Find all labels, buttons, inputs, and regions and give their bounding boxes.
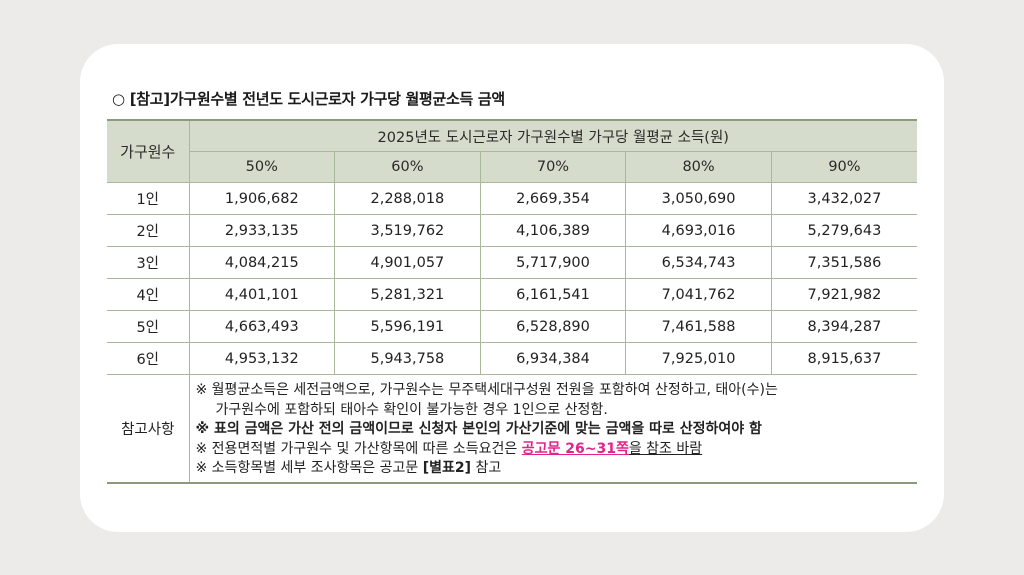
table-cell: 5,281,321 (334, 278, 481, 311)
note3-prefix: ※ 전용면적별 가구원수 및 가산항목에 따른 소득요건은 (195, 440, 522, 457)
table-cell: 2,288,018 (334, 182, 481, 215)
row-label: 3인 (107, 246, 190, 279)
column-header: 80% (625, 151, 772, 183)
page-title: ○ [참고]가구원수별 전년도 도시근로자 가구당 월평균소득 금액 (112, 90, 505, 108)
note-income-definition-cont: 가구원수에 포함하되 태아수 확인이 불가능한 경우 1인으로 산정함. (215, 401, 608, 418)
table-cell: 4,401,101 (188, 278, 336, 311)
table-row: 1인 1,906,682 2,288,018 2,669,354 3,050,6… (107, 182, 917, 215)
notes-label: 참고사항 (107, 374, 190, 483)
table-cell: 5,279,643 (770, 214, 917, 247)
appendix-ref: [별표2] (422, 460, 471, 476)
note-income-definition: ※ 월평균소득은 세전금액으로, 가구원수는 무주택세대구성원 전원을 포함하여… (195, 382, 778, 398)
table-cell: 7,921,982 (770, 278, 917, 311)
table-cell: 3,050,690 (625, 182, 772, 215)
table-row: 2인 2,933,135 3,519,762 4,106,389 4,693,0… (107, 214, 917, 247)
table-cell: 4,663,493 (188, 310, 336, 343)
table-row: 6인 4,953,132 5,943,758 6,934,384 7,925,0… (107, 342, 917, 375)
table-cell: 4,084,215 (188, 246, 336, 279)
table-cell: 8,915,637 (770, 342, 917, 375)
table-cell: 2,933,135 (188, 214, 336, 247)
table-cell: 7,041,762 (625, 278, 772, 311)
table-cell: 1,906,682 (188, 182, 336, 215)
note-pre-addition: ※ 표의 금액은 가산 전의 금액이므로 신청자 본인의 가산기준에 맞는 금액… (195, 421, 762, 437)
table-cell: 7,461,588 (625, 310, 772, 343)
table-cell: 7,925,010 (625, 342, 772, 375)
table-cell: 5,943,758 (334, 342, 481, 375)
note4-prefix: ※ 소득항목별 세부 조사항목은 공고문 (195, 460, 423, 476)
group-header: 2025년도 도시근로자 가구원수별 가구당 월평균 소득(원) (188, 119, 917, 152)
notes-cell: ※ 월평균소득은 세전금액으로, 가구원수는 무주택세대구성원 전원을 포함하여… (188, 374, 918, 483)
column-header: 60% (334, 151, 481, 183)
note-survey-items: ※ 소득항목별 세부 조사항목은 공고문 [별표2] 참고 (196, 459, 918, 479)
table-cell: 4,901,057 (334, 246, 481, 279)
table-cell: 4,953,132 (188, 342, 336, 375)
income-table: 가구원수 2025년도 도시근로자 가구원수별 가구당 월평균 소득(원) 50… (107, 119, 917, 484)
row-label: 1인 (107, 182, 190, 215)
table-cell: 7,351,586 (770, 246, 917, 279)
table-row: 4인 4,401,101 5,281,321 6,161,541 7,041,7… (107, 278, 917, 311)
table-cell: 5,596,191 (334, 310, 481, 343)
table-cell: 4,693,016 (625, 214, 772, 247)
table-row: 3인 4,084,215 4,901,057 5,717,900 6,534,7… (107, 246, 917, 279)
column-header: 50% (189, 151, 336, 183)
note3-suffix: 을 참조 바람 (628, 440, 703, 457)
table-cell: 3,432,027 (770, 182, 917, 215)
table-cell: 2,669,354 (479, 182, 627, 215)
table-cell: 3,519,762 (334, 214, 481, 247)
row-label: 4인 (107, 278, 190, 311)
table-row: 5인 4,663,493 5,596,191 6,528,890 7,461,5… (107, 310, 917, 343)
table-cell: 4,106,389 (479, 214, 627, 247)
row-label: 5인 (107, 310, 190, 343)
table-cell: 5,717,900 (479, 246, 627, 279)
note-area-requirements: ※ 전용면적별 가구원수 및 가산항목에 따른 소득요건은 공고문 26~31쪽… (196, 440, 918, 460)
table-cell: 6,528,890 (479, 310, 627, 343)
row-label: 2인 (107, 214, 190, 247)
notice-pages-link[interactable]: 공고문 26~31쪽 (521, 440, 629, 457)
corner-header: 가구원수 (107, 119, 190, 183)
note4-suffix: 참고 (471, 460, 502, 476)
notes-row: 참고사항 ※ 월평균소득은 세전금액으로, 가구원수는 무주택세대구성원 전원을… (107, 374, 918, 483)
table-cell: 6,934,384 (479, 342, 627, 375)
column-header: 90% (770, 151, 917, 183)
table-cell: 6,534,743 (625, 246, 772, 279)
table-cell: 6,161,541 (479, 278, 627, 311)
table-cell: 8,394,287 (770, 310, 917, 343)
column-header: 70% (479, 151, 627, 183)
row-label: 6인 (107, 342, 190, 375)
